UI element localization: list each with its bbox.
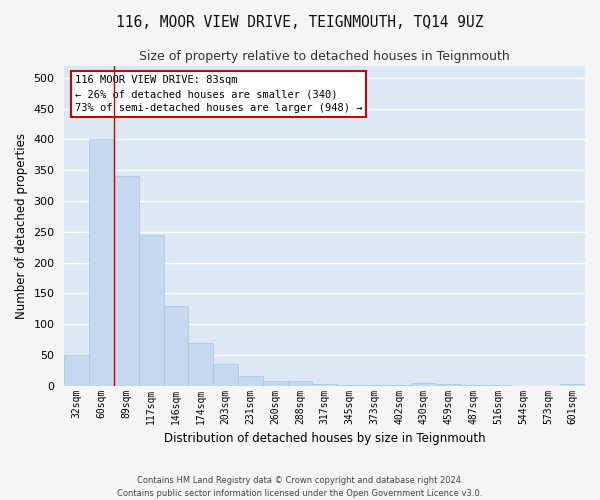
Bar (386, 385, 412, 386)
Bar (337, 385, 362, 386)
X-axis label: Distribution of detached houses by size in Teignmouth: Distribution of detached houses by size … (164, 432, 485, 445)
Bar (287, 382, 313, 386)
Bar (164, 306, 188, 386)
Bar (486, 385, 511, 386)
Bar (188, 342, 213, 386)
Bar (64, 355, 89, 386)
Text: 116, MOOR VIEW DRIVE, TEIGNMOUTH, TQ14 9UZ: 116, MOOR VIEW DRIVE, TEIGNMOUTH, TQ14 9… (116, 15, 484, 30)
Bar (114, 176, 139, 386)
Y-axis label: Number of detached properties: Number of detached properties (15, 132, 28, 318)
Bar (412, 382, 436, 386)
Text: 116 MOOR VIEW DRIVE: 83sqm
← 26% of detached houses are smaller (340)
73% of sem: 116 MOOR VIEW DRIVE: 83sqm ← 26% of deta… (75, 75, 362, 113)
Bar (263, 382, 287, 386)
Text: Contains HM Land Registry data © Crown copyright and database right 2024.
Contai: Contains HM Land Registry data © Crown c… (118, 476, 482, 498)
Bar (139, 235, 164, 386)
Bar (89, 140, 114, 386)
Title: Size of property relative to detached houses in Teignmouth: Size of property relative to detached ho… (139, 50, 510, 63)
Bar (461, 385, 486, 386)
Bar (362, 385, 386, 386)
Bar (560, 384, 585, 386)
Bar (238, 376, 263, 386)
Bar (213, 364, 238, 386)
Bar (313, 384, 337, 386)
Bar (436, 384, 461, 386)
